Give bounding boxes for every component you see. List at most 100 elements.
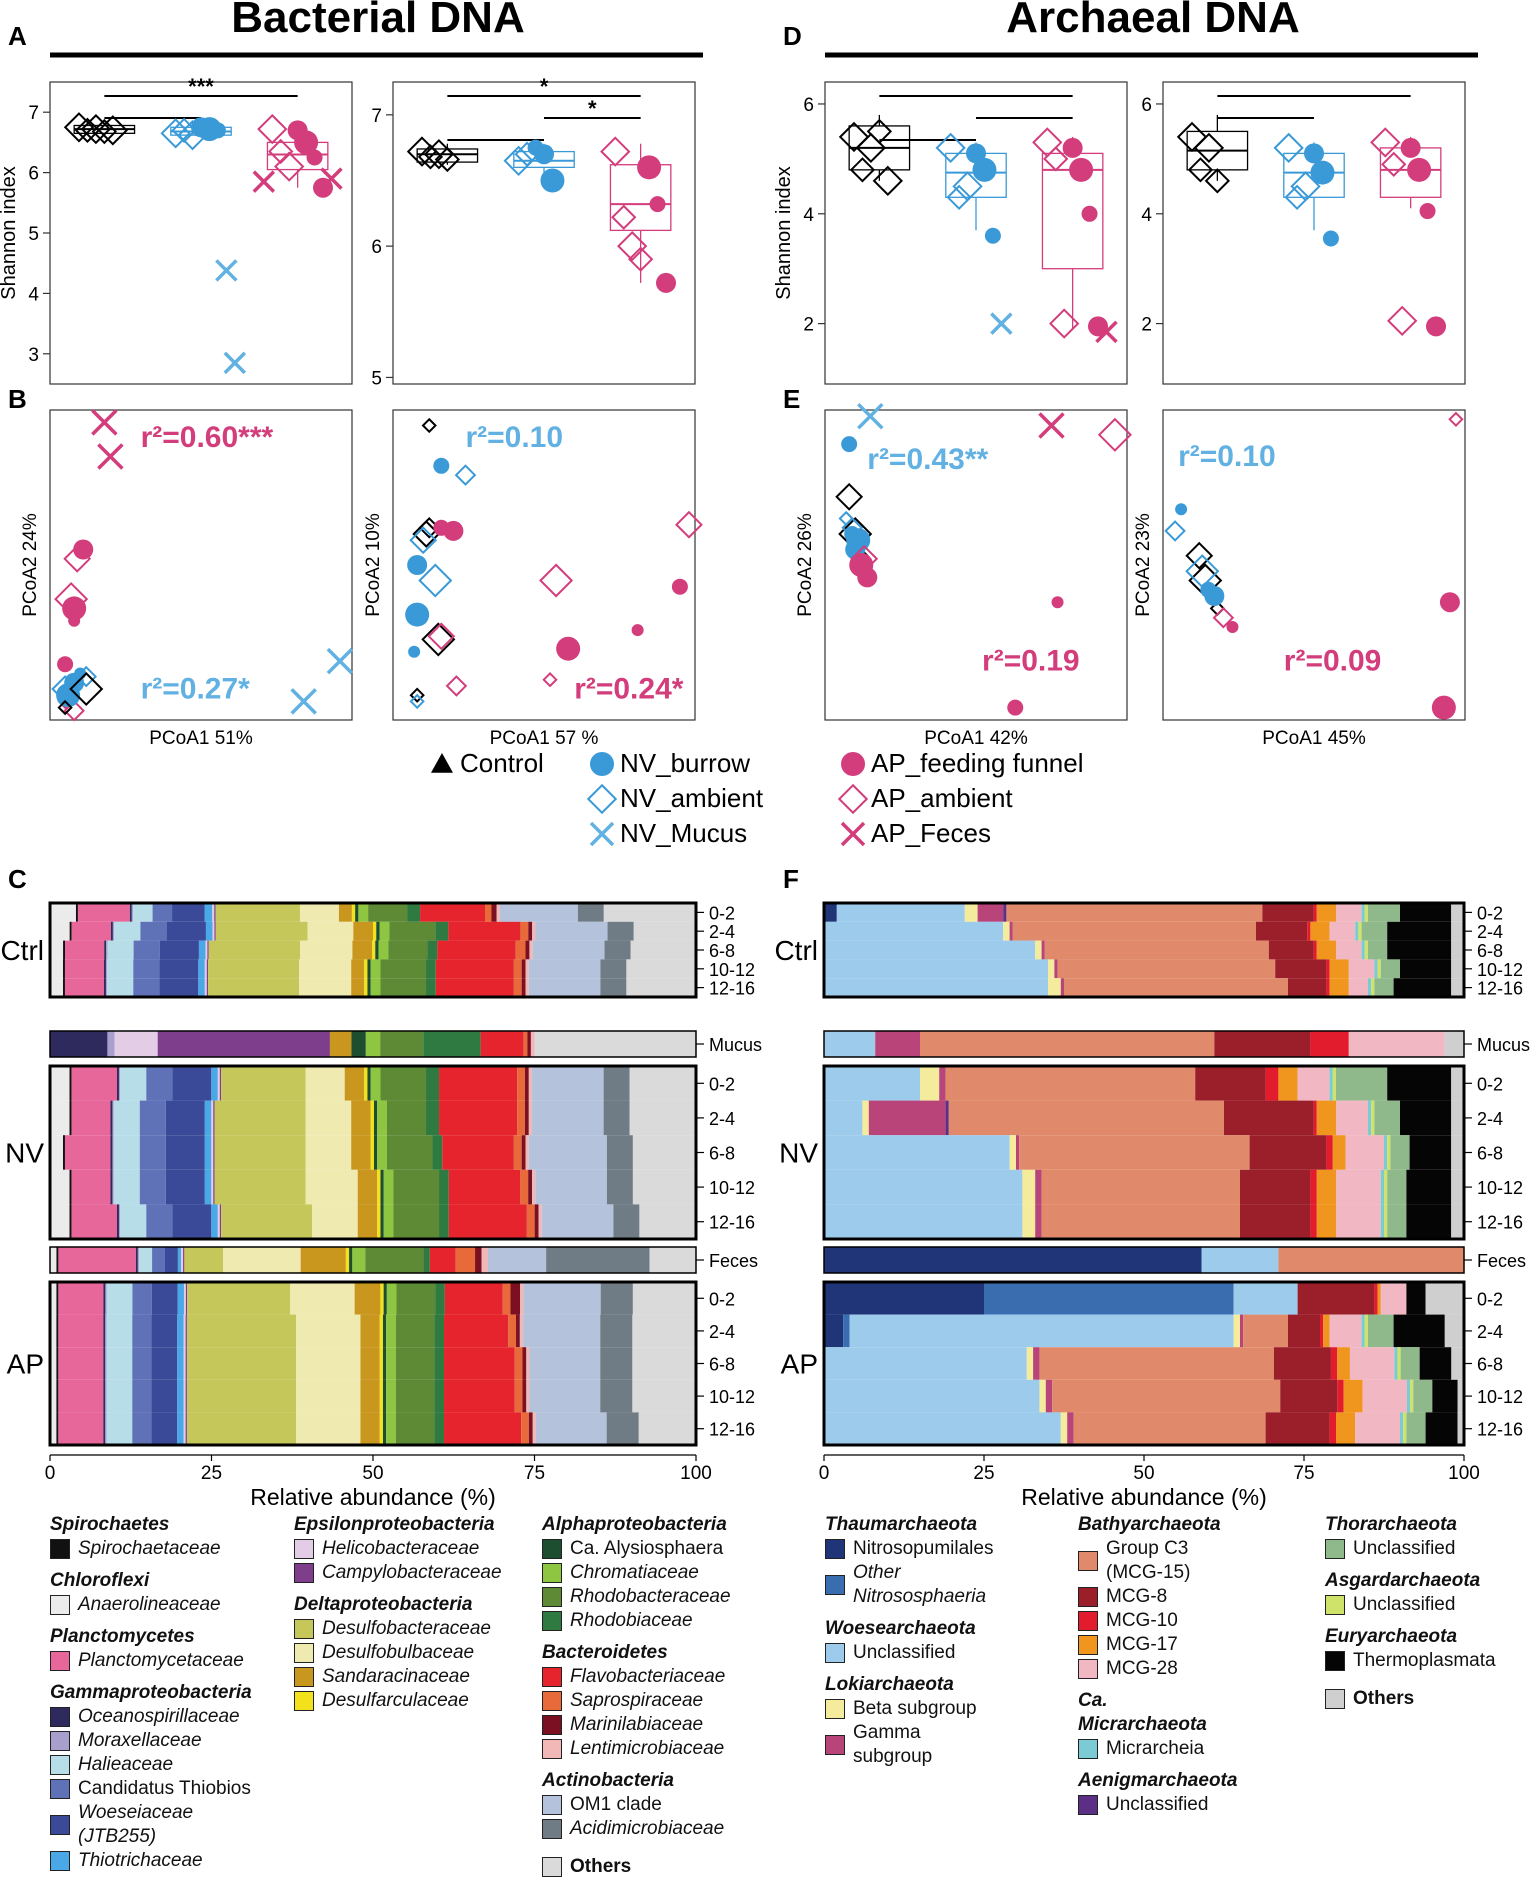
- data-point-circle: [73, 539, 94, 560]
- legend-item: Sandaracinaceae: [294, 1665, 502, 1689]
- bar-segment: [546, 1247, 650, 1273]
- bar-segment: [106, 940, 108, 960]
- bar-segment: [502, 1282, 511, 1315]
- bar-segment: [528, 1135, 607, 1170]
- bar-segment: [862, 1100, 869, 1136]
- data-point-diamond: [1204, 168, 1231, 194]
- data-point-diamond: [417, 144, 444, 170]
- bar-segment: [1336, 1169, 1381, 1205]
- bar-segment: [186, 1347, 297, 1380]
- bar-segment: [1035, 1204, 1042, 1239]
- legend-swatch: [50, 1755, 70, 1775]
- legend-marker-diamond: [837, 783, 869, 815]
- data-point-circle: [443, 520, 464, 541]
- data-point-circle: [1310, 160, 1335, 185]
- bar-segment: [1073, 1412, 1266, 1445]
- y-tick-label: 2: [803, 315, 814, 336]
- bar-segment: [1329, 959, 1349, 979]
- bar-segment: [1348, 978, 1368, 997]
- bar-segment: [1377, 1282, 1381, 1315]
- bar-segment: [112, 1135, 114, 1170]
- bar-segment: [606, 1412, 639, 1445]
- row-label: 2-4: [1477, 922, 1503, 942]
- bar-segment: [1035, 1169, 1042, 1205]
- legend-spacer: [1325, 1673, 1496, 1687]
- bar-segment: [528, 1169, 533, 1205]
- row-label: 12-16: [709, 1420, 755, 1440]
- row-label: 10-12: [1477, 1178, 1523, 1198]
- legend-group-title: Ca. Micrarchaeota: [1078, 1690, 1207, 1735]
- bar-row: 12-16: [50, 1412, 755, 1445]
- bar-segment: [524, 1066, 529, 1101]
- bar-segment: [382, 1379, 387, 1413]
- legend-item: Spirochaetaceae: [50, 1537, 252, 1561]
- bar-segment: [1451, 903, 1464, 922]
- bar-segment: [977, 903, 1004, 922]
- bar-segment: [1349, 1347, 1395, 1380]
- legend-item: Acidimicrobiaceae: [542, 1817, 731, 1841]
- bar-segment: [132, 1412, 152, 1445]
- data-point-circle: [841, 436, 858, 453]
- bar-segment: [151, 1379, 178, 1413]
- data-point-diamond: [409, 693, 425, 710]
- plot-frame: [392, 409, 696, 721]
- bar-segment: [58, 1412, 104, 1445]
- bar-row: 10-12: [824, 959, 1523, 980]
- bar-segment: [368, 903, 408, 922]
- stacked-bar-charts: 0-22-46-810-1212-16CtrlMucus0-22-46-810-…: [0, 901, 1530, 1510]
- bar-segment: [114, 921, 141, 941]
- bar-segment: [1361, 903, 1365, 922]
- bar-segment: [1039, 1347, 1274, 1380]
- bar-segment: [139, 1169, 166, 1205]
- y-tick-label: 7: [28, 103, 39, 124]
- data-point-circle: [57, 656, 74, 673]
- bar-segment: [875, 1031, 920, 1057]
- bar-segment: [211, 1135, 214, 1170]
- bar-row: 2-4: [824, 1100, 1503, 1136]
- bar-row: 0-2: [824, 1282, 1503, 1315]
- legend-swatch: [825, 1575, 845, 1595]
- legend-item: Anaerolineaceae: [50, 1593, 252, 1617]
- legend-swatch: [825, 1539, 845, 1559]
- bar-segment: [1280, 1379, 1338, 1413]
- data-point-diamond: [421, 622, 456, 657]
- bar-segment: [532, 940, 605, 960]
- bar-segment: [204, 1100, 212, 1136]
- bar-segment: [106, 1282, 133, 1315]
- data-point-diamond: [1370, 127, 1401, 158]
- bar-segment: [632, 1379, 696, 1413]
- bar-segment: [824, 921, 1004, 941]
- bar-segment: [206, 978, 209, 997]
- row-label: 0-2: [709, 1074, 735, 1094]
- bar-segment: [214, 1135, 306, 1170]
- bar-segment: [146, 1204, 173, 1239]
- bar-segment: [1045, 1379, 1053, 1413]
- bar-segment: [1355, 921, 1359, 941]
- bar-segment: [1262, 903, 1314, 922]
- legend-item-label: Moraxellaceae: [78, 1730, 202, 1751]
- bar-segment: [105, 959, 108, 979]
- bar-segment: [1057, 959, 1276, 979]
- bar-row: 6-8: [50, 1135, 735, 1170]
- row-label: 0-2: [1477, 1289, 1503, 1309]
- bar-segment: [529, 1379, 601, 1413]
- bar-segment: [629, 1100, 696, 1136]
- bar-segment: [868, 1100, 946, 1136]
- legend-item-label: Other Nitrososphaeria: [853, 1562, 987, 1607]
- bar-segment: [1214, 1031, 1311, 1057]
- row-label: 2-4: [1477, 1109, 1503, 1129]
- legend-item-label: Rhodobiaceae: [570, 1610, 693, 1631]
- bar-segment: [1265, 1066, 1279, 1101]
- bar-segment: [112, 1100, 114, 1136]
- data-point-circle: [849, 553, 874, 577]
- bar-segment: [524, 1100, 529, 1136]
- bar-segment: [64, 1135, 111, 1170]
- bar-segment: [299, 903, 339, 922]
- block-label: AP: [7, 1349, 44, 1380]
- bar-segment: [212, 903, 215, 922]
- bar-segment: [354, 1282, 381, 1315]
- bar-segment: [1387, 1169, 1407, 1205]
- r2-annotation: r²=0.10: [1178, 440, 1276, 473]
- bar-segment: [532, 1100, 604, 1136]
- bar-segment: [395, 1347, 435, 1380]
